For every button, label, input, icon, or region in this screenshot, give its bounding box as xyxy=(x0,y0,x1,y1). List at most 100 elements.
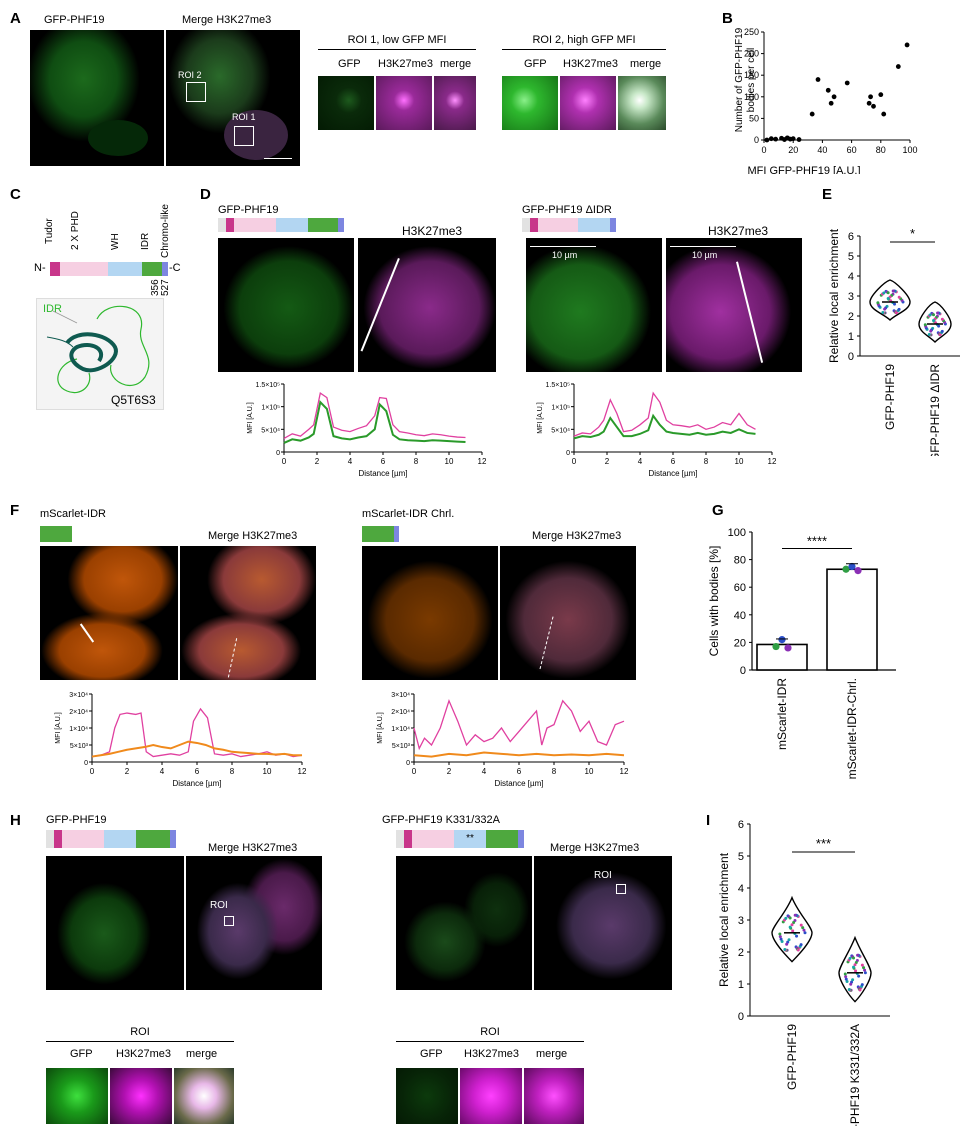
y-tick-label: 2×10⁴ xyxy=(69,709,88,716)
replicate-point xyxy=(848,562,856,571)
data-point xyxy=(852,956,856,960)
data-point xyxy=(799,943,803,947)
bar-1 xyxy=(826,568,878,671)
data-point xyxy=(938,333,942,337)
h-right-roi-header: ROI xyxy=(396,1026,584,1042)
y-tick-label: 20 xyxy=(734,637,746,649)
data-point xyxy=(851,978,855,982)
data-point xyxy=(863,968,867,972)
d-left-h3-title: H3K27me3 xyxy=(402,224,463,238)
panel-a-merge-title: Merge H3K27me3 xyxy=(182,14,272,26)
line-profile-f1 xyxy=(227,638,239,678)
y-tick-label: 6 xyxy=(738,819,744,831)
data-point xyxy=(787,938,791,942)
h-right-roi-box xyxy=(616,884,626,894)
data-point xyxy=(940,317,944,321)
data-point xyxy=(891,289,895,293)
data-point xyxy=(858,988,862,992)
x-tick-label: 8 xyxy=(704,457,709,466)
micrograph-a-gfp xyxy=(30,30,164,166)
profile-line-1 xyxy=(283,400,466,444)
data-point xyxy=(904,42,910,48)
roi2-ch-merge: merge xyxy=(630,58,662,70)
data-point xyxy=(844,977,848,981)
panel-label-c: C xyxy=(10,186,21,203)
micrograph-d-gfp xyxy=(218,238,354,372)
data-point xyxy=(886,296,890,300)
data-point xyxy=(929,329,933,333)
line-profile-f2 xyxy=(539,616,555,670)
data-point xyxy=(796,137,802,142)
c-pos-527: 527 xyxy=(160,279,171,296)
f-left-merge-title: Merge H3K27me3 xyxy=(208,530,298,542)
y-tick-label: 0 xyxy=(738,1011,744,1023)
data-point xyxy=(828,100,834,106)
y-axis-label: Relative local enrichment xyxy=(827,228,841,363)
y-tick-label: 1×10⁴ xyxy=(69,726,88,733)
x-tick-label: GFP-PHF19 xyxy=(785,1024,799,1090)
x-tick-label: mScarlet-IDR xyxy=(775,678,789,750)
chart-i: 0 1 2 3 4 5 6 Relative local enrichment GFP-PHF1… xyxy=(717,819,890,1126)
profile-line-1 xyxy=(573,413,756,440)
data-point xyxy=(932,313,936,317)
domain-tudor xyxy=(50,262,60,276)
y-tick-label: 5×10³ xyxy=(70,743,89,750)
roi1-gfp-crop xyxy=(318,76,374,130)
h-right-roi-label: ROI xyxy=(594,870,612,881)
f-right-idr-block xyxy=(362,526,394,542)
c-label-idr: IDR xyxy=(140,232,151,250)
panel-label-a: A xyxy=(10,10,21,27)
c-domain-bar xyxy=(50,262,168,276)
data-point xyxy=(854,969,858,973)
chart-g: 0 20 40 60 80 100 Cells with bodies [%] mScarle… xyxy=(707,527,896,779)
data-point xyxy=(923,323,927,327)
data-point xyxy=(780,939,784,943)
data-point xyxy=(773,136,779,142)
domain-idr xyxy=(142,262,162,276)
x-tick-label: 12 xyxy=(298,767,307,776)
data-point xyxy=(803,931,807,935)
y-tick-label: 1 xyxy=(738,979,744,991)
x-tick-label: 2 xyxy=(605,457,610,466)
x-tick-label: 2 xyxy=(315,457,320,466)
h-right-ch-gfp: GFP xyxy=(420,1048,443,1060)
c-label-phd: 2 X PHD xyxy=(70,211,81,250)
sig-label: *** xyxy=(816,836,831,851)
roi1-ch-gfp: GFP xyxy=(338,58,361,70)
h-left-title: GFP-PHF19 xyxy=(46,814,107,826)
x-tick-label: 100 xyxy=(902,145,917,155)
roi1-header: ROI 1, low GFP MFI xyxy=(318,34,476,50)
micrograph-f-idr-merge xyxy=(180,546,316,680)
x-tick-label: 12 xyxy=(478,457,487,466)
x-axis-label: Distance [µm] xyxy=(648,469,697,478)
x-tick-label: GFP-PHF19 xyxy=(883,364,897,430)
y-tick-label: 2 xyxy=(848,311,854,323)
c-nterm: N- xyxy=(34,262,46,274)
micrograph-f-idr xyxy=(40,546,178,680)
x-tick-label: 0 xyxy=(282,457,287,466)
d-right-domain-bar xyxy=(522,218,622,232)
roi2-label: ROI 2 xyxy=(178,70,202,80)
data-point xyxy=(868,94,873,100)
h-left-roi-label: ROI xyxy=(210,900,228,911)
x-tick-label: 6 xyxy=(517,767,522,776)
y-tick-label: 80 xyxy=(734,555,746,567)
x-axis-label: Distance [µm] xyxy=(358,469,407,478)
x-tick-label: 0 xyxy=(761,145,766,155)
y-tick-label: 60 xyxy=(734,582,746,594)
h-right-domain-bar: ** xyxy=(396,830,524,848)
data-point xyxy=(866,100,872,106)
panel-label-f: F xyxy=(10,502,20,519)
y-tick-label: 5 xyxy=(738,851,744,863)
h-mut-marker: ** xyxy=(454,830,486,848)
data-point xyxy=(928,313,932,317)
profile-line-1 xyxy=(91,740,302,758)
data-point xyxy=(876,301,880,305)
data-point xyxy=(849,982,853,986)
x-tick-label: GFP-PHF19 ΔIDR xyxy=(928,364,942,456)
h-right-ch-h3: H3K27me3 xyxy=(464,1048,520,1060)
y-tick-label: 0 xyxy=(84,760,88,767)
roi1-box xyxy=(234,126,254,146)
d-scalebar-2: 10 µm xyxy=(692,250,718,260)
y-tick-label: 0 xyxy=(754,135,759,145)
